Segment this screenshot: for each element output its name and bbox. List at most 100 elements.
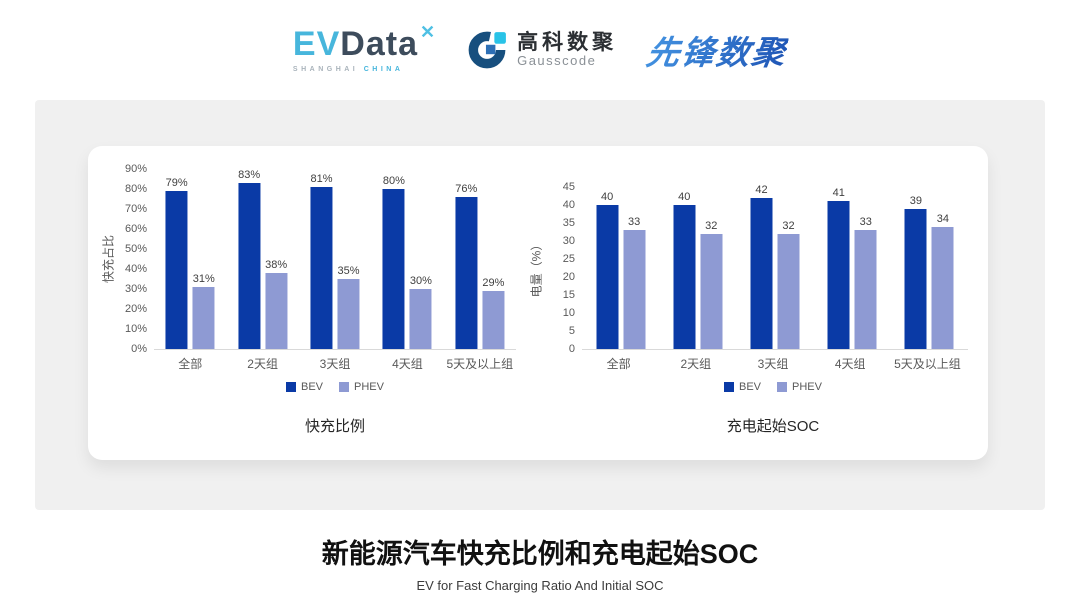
y-tick-label: 40	[562, 198, 575, 211]
bar-pair: 42 32	[750, 184, 800, 349]
bar-value-label: 40	[678, 191, 691, 203]
content-panel: 快充占比 90% 80% 70% 60% 50% 40% 30% 20% 10% 0% 79% 31…	[35, 100, 1045, 510]
bar-value-label: 39	[909, 194, 923, 207]
y-axis-ticks: 45 40 35 30 25 20 15 10 5 0	[544, 181, 582, 355]
bar-group: 81% 35%	[299, 169, 371, 349]
evdata-data-text: Data	[340, 25, 418, 63]
bar-value-label: 80%	[382, 175, 405, 187]
bar-column: 42	[750, 184, 773, 349]
bar-bev	[238, 183, 261, 349]
legend-swatch	[286, 382, 296, 392]
bar-column: 34	[931, 212, 954, 349]
y-axis-title: 电量（%）	[528, 187, 544, 349]
evdata-shanghai-text: SHANGHAI	[292, 66, 359, 73]
chart-card: 快充占比 90% 80% 70% 60% 50% 40% 30% 20% 10% 0% 79% 31…	[88, 146, 988, 460]
plot-wrap: 79% 31% 83% 38% 81% 35% 80% 30% 76% 29%	[154, 169, 516, 350]
x-axis-labels: 全部 2天组 3天组 4天组 5天及以上组	[154, 355, 516, 372]
legend-swatch	[777, 382, 788, 392]
page-title: 新能源汽车快充比例和充电起始SOC	[321, 539, 759, 569]
legend-swatch	[339, 382, 350, 392]
bar-value-label: 33	[627, 216, 641, 229]
bar-value-label: 33	[859, 216, 872, 229]
evdata-ev-text: EV	[292, 25, 341, 63]
legend-swatch	[724, 382, 734, 392]
bar-column: 80%	[383, 175, 405, 349]
bar-column: 81%	[310, 173, 333, 349]
pioneer-logo: 先锋数聚	[644, 26, 791, 74]
chart-title: 快充比例	[304, 418, 365, 435]
bar-column: 83%	[238, 169, 260, 349]
bar-pair: 76% 29%	[455, 183, 504, 349]
bar-column: 41	[827, 187, 850, 349]
bar-phev	[192, 287, 215, 349]
x-category-label: 5天及以上组	[894, 357, 961, 371]
x-category-label: 4天组	[392, 357, 423, 371]
bar-group: 40 32	[659, 187, 736, 349]
y-tick-label: 0%	[131, 343, 147, 355]
bar-phev	[337, 279, 360, 349]
bar-phev	[623, 230, 646, 349]
y-tick-label: 10	[562, 307, 575, 319]
x-category-label: 3天组	[757, 357, 789, 371]
legend-label: PHEV	[792, 381, 822, 393]
legend-label: BEV	[301, 381, 324, 393]
bar-value-label: 83%	[238, 169, 261, 181]
bar-phev	[265, 273, 288, 349]
y-tick-label: 25	[562, 252, 575, 265]
y-tick-label: 50%	[124, 242, 147, 255]
y-tick-label: 30	[562, 235, 575, 247]
gausscode-text: 高科数聚 Gausscode	[517, 31, 617, 68]
chart-initial-soc: 电量（%） 45 40 35 30 25 20 15 10 5 0 40 33 40 32 42 32 41 3…	[528, 181, 968, 436]
y-axis-title: 快充占比	[100, 169, 116, 349]
x-category-label: 5天及以上组	[446, 357, 514, 371]
plot-wrap: 40 33 40 32 42 32 41 33 39 34	[582, 184, 968, 350]
legend: BEV PHEV	[580, 381, 966, 393]
bar-phev	[482, 291, 505, 349]
bar-column: 38%	[265, 259, 287, 349]
bar-pair: 40 33	[596, 191, 646, 349]
bar-column: 35%	[338, 265, 360, 349]
bar-column: 40	[596, 191, 619, 349]
bar-bev	[673, 205, 696, 349]
bar-column: 79%	[166, 177, 188, 349]
bar-group: 42 32	[736, 184, 813, 349]
bar-column: 39	[904, 194, 927, 349]
bar-pair: 40 32	[673, 191, 723, 349]
bar-bev	[827, 201, 850, 349]
bar-value-label: 76%	[455, 183, 478, 195]
y-tick-label: 10%	[124, 322, 147, 335]
bar-group: 76% 29%	[444, 169, 516, 349]
bar-pair: 41 33	[827, 187, 877, 349]
bar-column: 40	[673, 191, 696, 349]
chart-main: 电量（%） 45 40 35 30 25 20 15 10 5 0 40 33 40 32 42 32 41 3…	[528, 181, 968, 355]
legend-label: PHEV	[354, 381, 384, 393]
x-category-label: 3天组	[319, 357, 351, 371]
bar-value-label: 79%	[165, 177, 188, 189]
chart-fast-charging-ratio: 快充占比 90% 80% 70% 60% 50% 40% 30% 20% 10% 0% 79% 31…	[100, 163, 516, 436]
bar-column: 29%	[482, 277, 504, 349]
bar-pair: 81% 35%	[310, 173, 360, 349]
evdata-logo: EV Data ✕ SHANGHAI CHINA	[292, 23, 436, 73]
chart-main: 快充占比 90% 80% 70% 60% 50% 40% 30% 20% 10% 0% 79% 31…	[100, 163, 516, 355]
y-tick-label: 15	[562, 289, 575, 301]
gausscode-g-icon	[468, 31, 506, 69]
bar-pair: 39 34	[904, 194, 954, 349]
bar-value-label: 32	[705, 219, 718, 232]
bar-value-label: 40	[600, 191, 614, 203]
y-axis-title-text: 快充占比	[101, 234, 116, 284]
evdata-china-text: CHINA	[363, 66, 404, 73]
bar-column: 33	[623, 216, 646, 349]
y-tick-label: 35	[562, 216, 575, 229]
bar-group: 80% 30%	[371, 169, 443, 349]
x-category-label: 4天组	[834, 357, 866, 371]
x-category-label: 全部	[606, 357, 631, 371]
bar-pair: 79% 31%	[166, 177, 215, 349]
bar-value-label: 34	[936, 212, 950, 225]
page-footer: 新能源汽车快充比例和充电起始SOC EV for Fast Charging R…	[0, 532, 1080, 593]
bar-phev	[854, 230, 877, 349]
bar-column: 76%	[455, 183, 477, 349]
evdata-subtext: SHANGHAI CHINA	[293, 66, 436, 73]
y-tick-label: 40%	[124, 263, 147, 275]
bar-value-label: 38%	[265, 259, 288, 271]
bar-value-label: 30%	[409, 275, 432, 287]
